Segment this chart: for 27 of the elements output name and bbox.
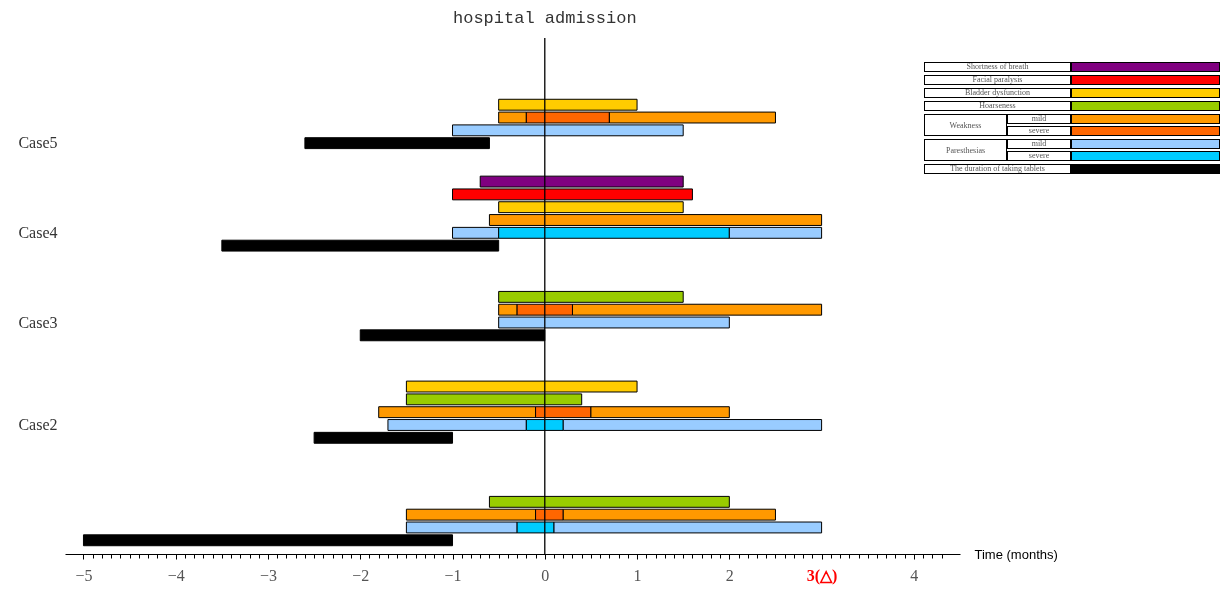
x-tick-label: −1 xyxy=(444,566,462,584)
text: Facial paralysis xyxy=(924,75,1071,85)
y-tick-label: Case5 xyxy=(18,134,58,152)
x-tick-label: −2 xyxy=(352,566,370,584)
text: Bladder dysfunction xyxy=(924,88,1071,98)
y-tick-label: Case4 xyxy=(18,223,58,241)
y-tick-label: Case2 xyxy=(18,415,58,433)
text: Hoarseness xyxy=(924,101,1071,111)
x-tick-label: 3(△) xyxy=(806,566,838,585)
x-tick-label: 2 xyxy=(725,566,734,584)
x-tick-label: −4 xyxy=(167,566,185,584)
text: severe xyxy=(1007,126,1071,136)
text: Shortness of breath xyxy=(924,62,1071,72)
x-tick-label: −5 xyxy=(75,566,93,584)
text: mild xyxy=(1007,114,1071,124)
y-tick-label: Case3 xyxy=(18,313,58,331)
text: severe xyxy=(1007,151,1071,161)
text: mild xyxy=(1007,139,1071,149)
x-tick-label: −3 xyxy=(259,566,278,584)
annotation: Weakness xyxy=(924,114,1007,136)
x-tick-label: 1 xyxy=(633,566,642,584)
x-tick-label: 0 xyxy=(541,566,550,584)
text: The duration of taking tablets xyxy=(924,164,1071,174)
x-tick-label: 4 xyxy=(910,566,919,584)
ref-line-label: hospital admission xyxy=(452,9,637,28)
x-axis-title: Time (months) xyxy=(974,546,1058,562)
annotation: Paresthesias xyxy=(924,139,1007,161)
